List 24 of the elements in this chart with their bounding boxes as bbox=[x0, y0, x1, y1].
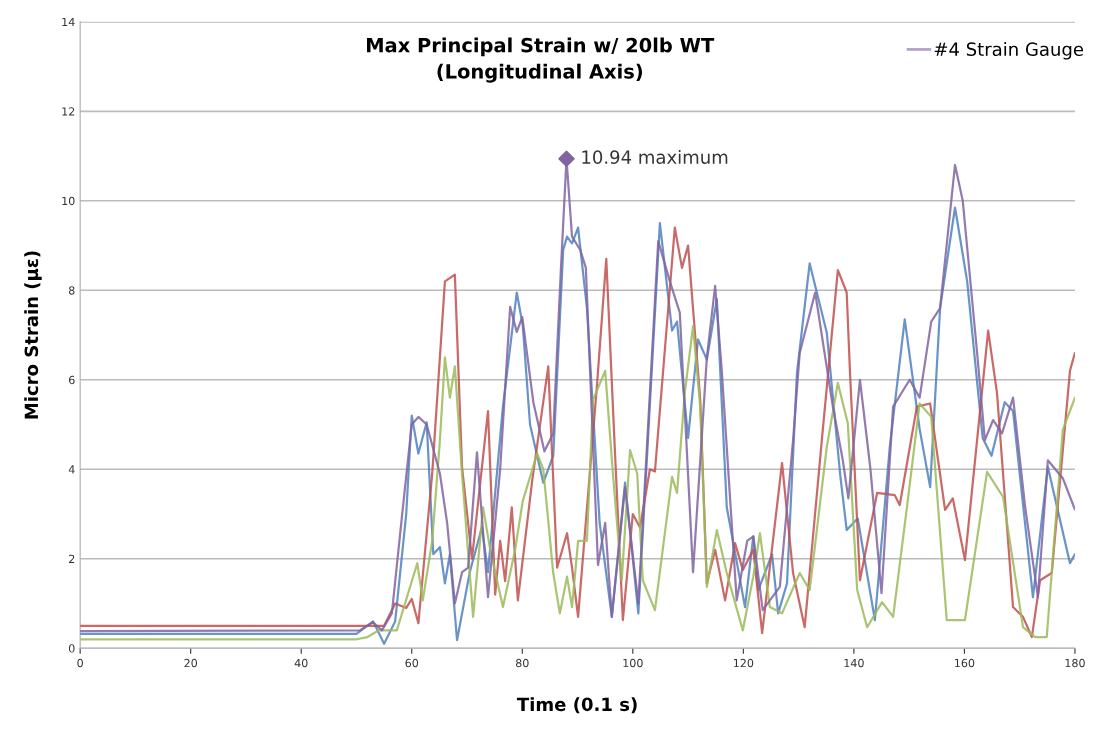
x-tick-label: 120 bbox=[733, 658, 754, 668]
y-tick-label: 12 bbox=[62, 107, 75, 116]
x-axis-title: Time (0.1 s) bbox=[516, 697, 637, 714]
x-tick-label: 60 bbox=[405, 658, 419, 668]
x-tick-label: 100 bbox=[623, 658, 643, 668]
x-tick-label: 20 bbox=[184, 658, 198, 668]
x-tick-label: 0 bbox=[77, 658, 83, 668]
annotation: 10.94 maximum bbox=[582, 149, 728, 164]
y-tick-label: 10 bbox=[62, 196, 75, 206]
text: Max Principal Strain w/ 20lb WT (Longitudinal Axis) bbox=[367, 37, 715, 83]
y-tick-label: 0 bbox=[68, 644, 75, 653]
legend-label: #4 Strain Gauge bbox=[934, 42, 1084, 60]
line-series bbox=[80, 324, 1075, 641]
y-axis-title: Micro Strain (με) bbox=[24, 251, 42, 419]
x-tick-label: 40 bbox=[294, 658, 308, 668]
x-tick-label: 180 bbox=[1065, 658, 1085, 668]
y-tick-label: 2 bbox=[69, 554, 75, 563]
y-tick-label: 4 bbox=[68, 465, 75, 474]
y-tick-label: 14 bbox=[62, 17, 75, 27]
y-tick-label: 6 bbox=[69, 375, 75, 385]
x-tick-label: 140 bbox=[844, 658, 864, 668]
x-tick-label: 160 bbox=[955, 658, 975, 668]
y-tick-label: 8 bbox=[68, 286, 75, 295]
x-tick-label: 80 bbox=[515, 658, 529, 668]
